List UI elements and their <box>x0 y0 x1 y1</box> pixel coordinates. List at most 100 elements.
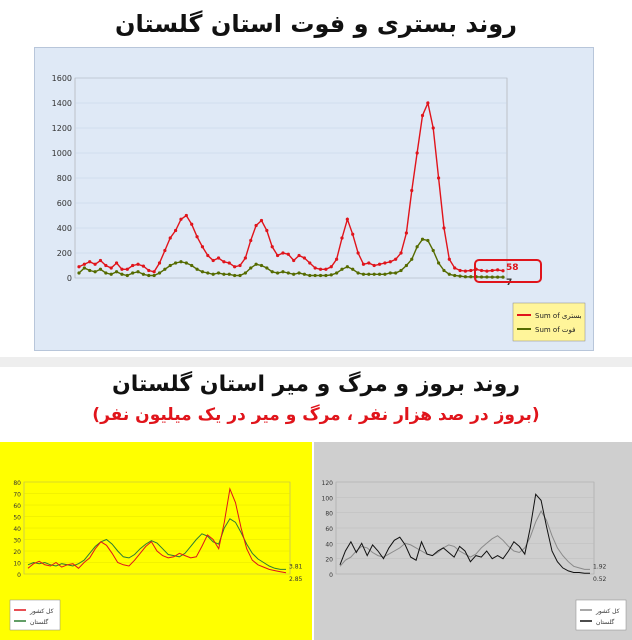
data-point <box>318 267 323 271</box>
data-point <box>206 253 210 258</box>
highlight-box <box>474 259 542 283</box>
top-title: روند بستری و فوت استان گلستان <box>115 10 517 38</box>
data-point <box>377 262 382 266</box>
chart-panel-incidence: 0 10 20 30 40 50 60 70 80 3.81 2.85 کل کشور گلستان <box>0 442 312 640</box>
end-value-label: 2.85 <box>289 576 303 583</box>
divider <box>0 357 632 367</box>
y-tick-label: 0 <box>329 572 333 579</box>
data-point <box>399 251 403 255</box>
data-point <box>98 258 103 263</box>
data-point <box>458 268 462 273</box>
data-point <box>109 266 113 270</box>
data-point <box>388 271 392 275</box>
data-point <box>415 245 419 249</box>
data-point <box>426 238 430 243</box>
data-point <box>490 268 494 273</box>
data-point <box>120 272 124 276</box>
data-point <box>410 257 414 261</box>
data-point <box>93 270 97 274</box>
y-tick-label: 30 <box>13 538 21 545</box>
data-point <box>233 273 237 278</box>
data-point <box>383 272 387 276</box>
legend-item: Sum of فوت <box>535 326 575 334</box>
chart-panel-mortality: 0 20 40 60 80 100 120 1.92 0.52 کل کشور گلستان <box>314 442 632 640</box>
data-point <box>335 257 339 261</box>
y-tick-label: 50 <box>13 515 21 522</box>
end-value-label: 7 <box>506 278 512 288</box>
data-point <box>367 272 371 276</box>
data-point <box>141 272 146 276</box>
data-point <box>147 268 151 273</box>
data-point <box>329 273 333 277</box>
data-point <box>442 268 446 273</box>
end-value-label: 3.81 <box>289 563 303 570</box>
data-point <box>436 261 441 265</box>
data-point <box>125 273 129 278</box>
legend-item: Sum of بستری <box>535 312 582 320</box>
data-point <box>463 275 468 279</box>
end-value-label: 58 <box>506 263 519 273</box>
data-point <box>265 228 269 233</box>
y-tick-label: 0 <box>67 274 72 283</box>
data-point <box>345 217 349 221</box>
data-point <box>131 263 135 268</box>
data-point <box>114 261 119 265</box>
data-point <box>104 263 108 268</box>
data-point <box>120 267 124 271</box>
data-point <box>420 237 425 241</box>
data-point <box>313 266 317 270</box>
y-tick-label: 800 <box>57 174 72 183</box>
data-point <box>308 273 312 278</box>
data-point <box>82 262 86 266</box>
legend-item: کل کشور <box>29 608 54 615</box>
chart-panel-hospitalization: 0 200 400 600 800 1000 1200 1400 1600 58 7 Sum of ب… <box>34 47 594 351</box>
data-point <box>302 272 307 276</box>
data-point <box>313 273 317 278</box>
data-point <box>195 235 199 239</box>
data-point <box>356 271 360 275</box>
data-point <box>496 275 500 279</box>
data-point <box>259 218 264 223</box>
data-point <box>168 236 172 240</box>
y-tick-label: 20 <box>13 549 21 556</box>
data-point <box>335 271 339 275</box>
y-tick-label: 600 <box>57 199 72 208</box>
data-point <box>318 273 323 278</box>
y-tick-label: 400 <box>57 224 72 233</box>
data-point <box>206 271 210 275</box>
data-point <box>88 268 92 273</box>
data-point <box>324 273 328 278</box>
data-point <box>485 275 489 279</box>
data-point <box>174 261 178 265</box>
data-point <box>415 151 419 155</box>
data-point <box>496 268 500 272</box>
data-point <box>469 268 473 273</box>
data-point <box>458 274 462 278</box>
data-point <box>345 265 349 269</box>
end-value-label: 0.52 <box>593 576 607 583</box>
incidence-chart: 0 10 20 30 40 50 60 70 80 3.81 2.85 کل کشور گلستان <box>9 480 303 631</box>
data-point <box>243 271 247 275</box>
data-point <box>270 270 274 274</box>
data-point <box>340 267 344 271</box>
data-point <box>104 271 108 275</box>
data-point <box>152 270 156 274</box>
bottom-title: روند بروز و مرگ و میر استان گلستان <box>111 372 521 397</box>
data-point <box>302 256 307 260</box>
y-tick-label: 80 <box>13 480 21 487</box>
data-point <box>479 268 484 273</box>
data-point <box>292 258 296 263</box>
data-point <box>152 273 156 278</box>
data-point <box>463 269 468 273</box>
data-point <box>265 266 269 270</box>
data-point <box>109 272 113 276</box>
y-tick-label: 40 <box>325 541 333 548</box>
data-point <box>168 263 172 268</box>
data-point <box>372 263 376 268</box>
data-point <box>292 272 296 276</box>
legend-item: گلستان <box>596 618 614 626</box>
y-tick-label: 1000 <box>52 149 72 158</box>
y-tick-label: 40 <box>13 526 21 533</box>
data-point <box>394 257 398 261</box>
data-point <box>179 260 183 264</box>
